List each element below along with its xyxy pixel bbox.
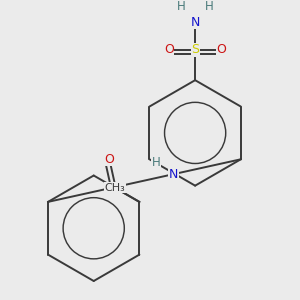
Text: H: H (152, 155, 161, 169)
Text: N: N (190, 16, 200, 29)
Text: S: S (191, 43, 199, 56)
Text: CH₃: CH₃ (104, 183, 125, 193)
Text: O: O (217, 43, 226, 56)
Text: H: H (177, 0, 185, 13)
Text: H: H (205, 0, 214, 13)
Text: O: O (164, 43, 174, 56)
Text: N: N (169, 168, 178, 181)
Text: O: O (104, 153, 114, 166)
